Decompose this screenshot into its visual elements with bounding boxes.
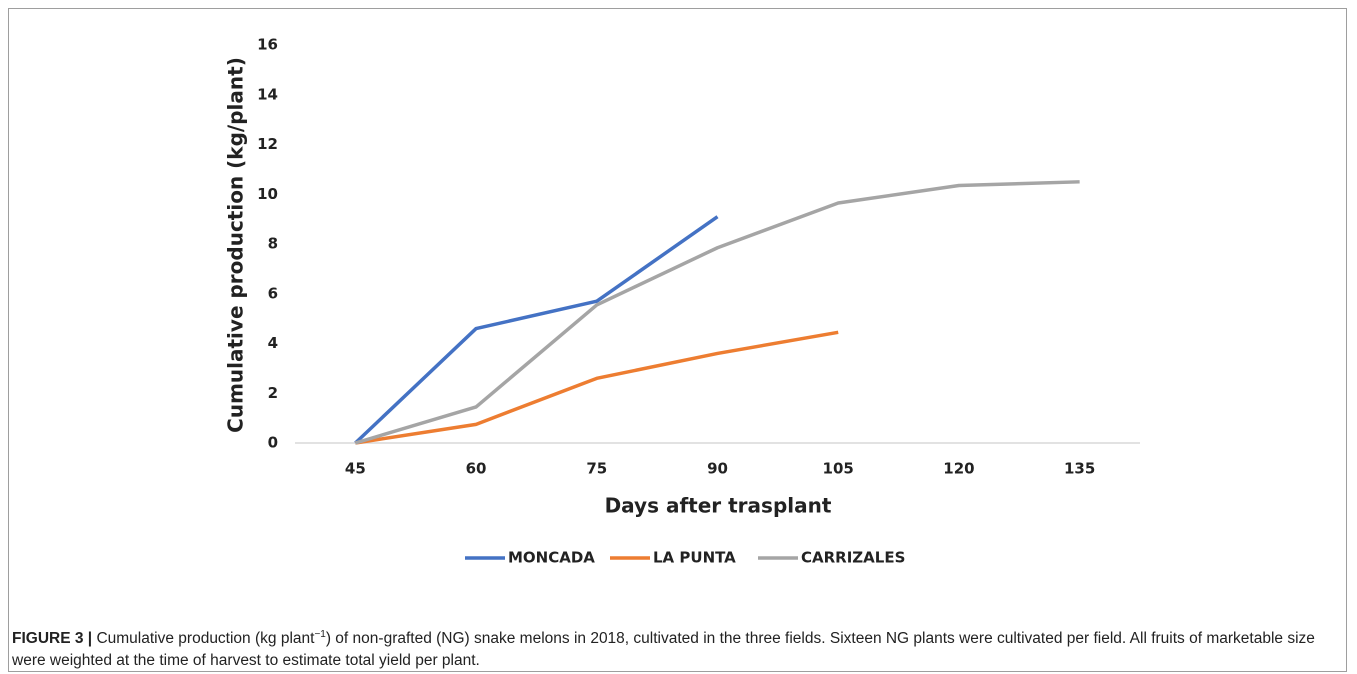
- x-tick-label: 90: [707, 460, 728, 478]
- caption-text: ) of non-grafted (NG) snake melons in 20…: [12, 630, 1315, 669]
- caption: FIGURE 3 | Cumulative production (kg pla…: [12, 628, 1342, 672]
- y-tick-label: 10: [257, 185, 278, 203]
- figure-frame: [8, 8, 1347, 672]
- x-tick-label: 120: [943, 460, 974, 478]
- x-tick-label: 135: [1064, 460, 1095, 478]
- y-tick-label: 6: [268, 284, 278, 302]
- chart: Cumulative production (kg/plant) Days af…: [224, 36, 1140, 567]
- y-tick-label: 16: [257, 36, 278, 54]
- y-tick-label: 4: [268, 334, 278, 352]
- x-axis-title: Days after trasplant: [605, 494, 832, 518]
- y-axis-title: Cumulative production (kg/plant): [224, 57, 248, 433]
- y-tick-label: 12: [257, 135, 278, 153]
- x-tick-label: 60: [466, 460, 487, 478]
- legend-label: LA PUNTA: [653, 549, 736, 567]
- series-line: [354, 215, 719, 445]
- caption-text: Cumulative production (kg plant: [96, 630, 315, 647]
- x-tick-label: 75: [586, 460, 607, 478]
- y-tick-label: 2: [268, 384, 278, 402]
- legend-label: MONCADA: [508, 549, 595, 567]
- y-tick-label: 0: [268, 434, 278, 452]
- caption-sup: −1: [314, 628, 326, 640]
- y-tick-label: 14: [257, 85, 278, 103]
- legend-label: CARRIZALES: [801, 549, 905, 567]
- x-tick-label: 45: [345, 460, 366, 478]
- series-line: [355, 330, 839, 445]
- caption-label: FIGURE 3 |: [12, 630, 93, 647]
- x-tick-label: 105: [823, 460, 854, 478]
- series-line: [354, 180, 1080, 445]
- y-tick-label: 8: [268, 235, 278, 253]
